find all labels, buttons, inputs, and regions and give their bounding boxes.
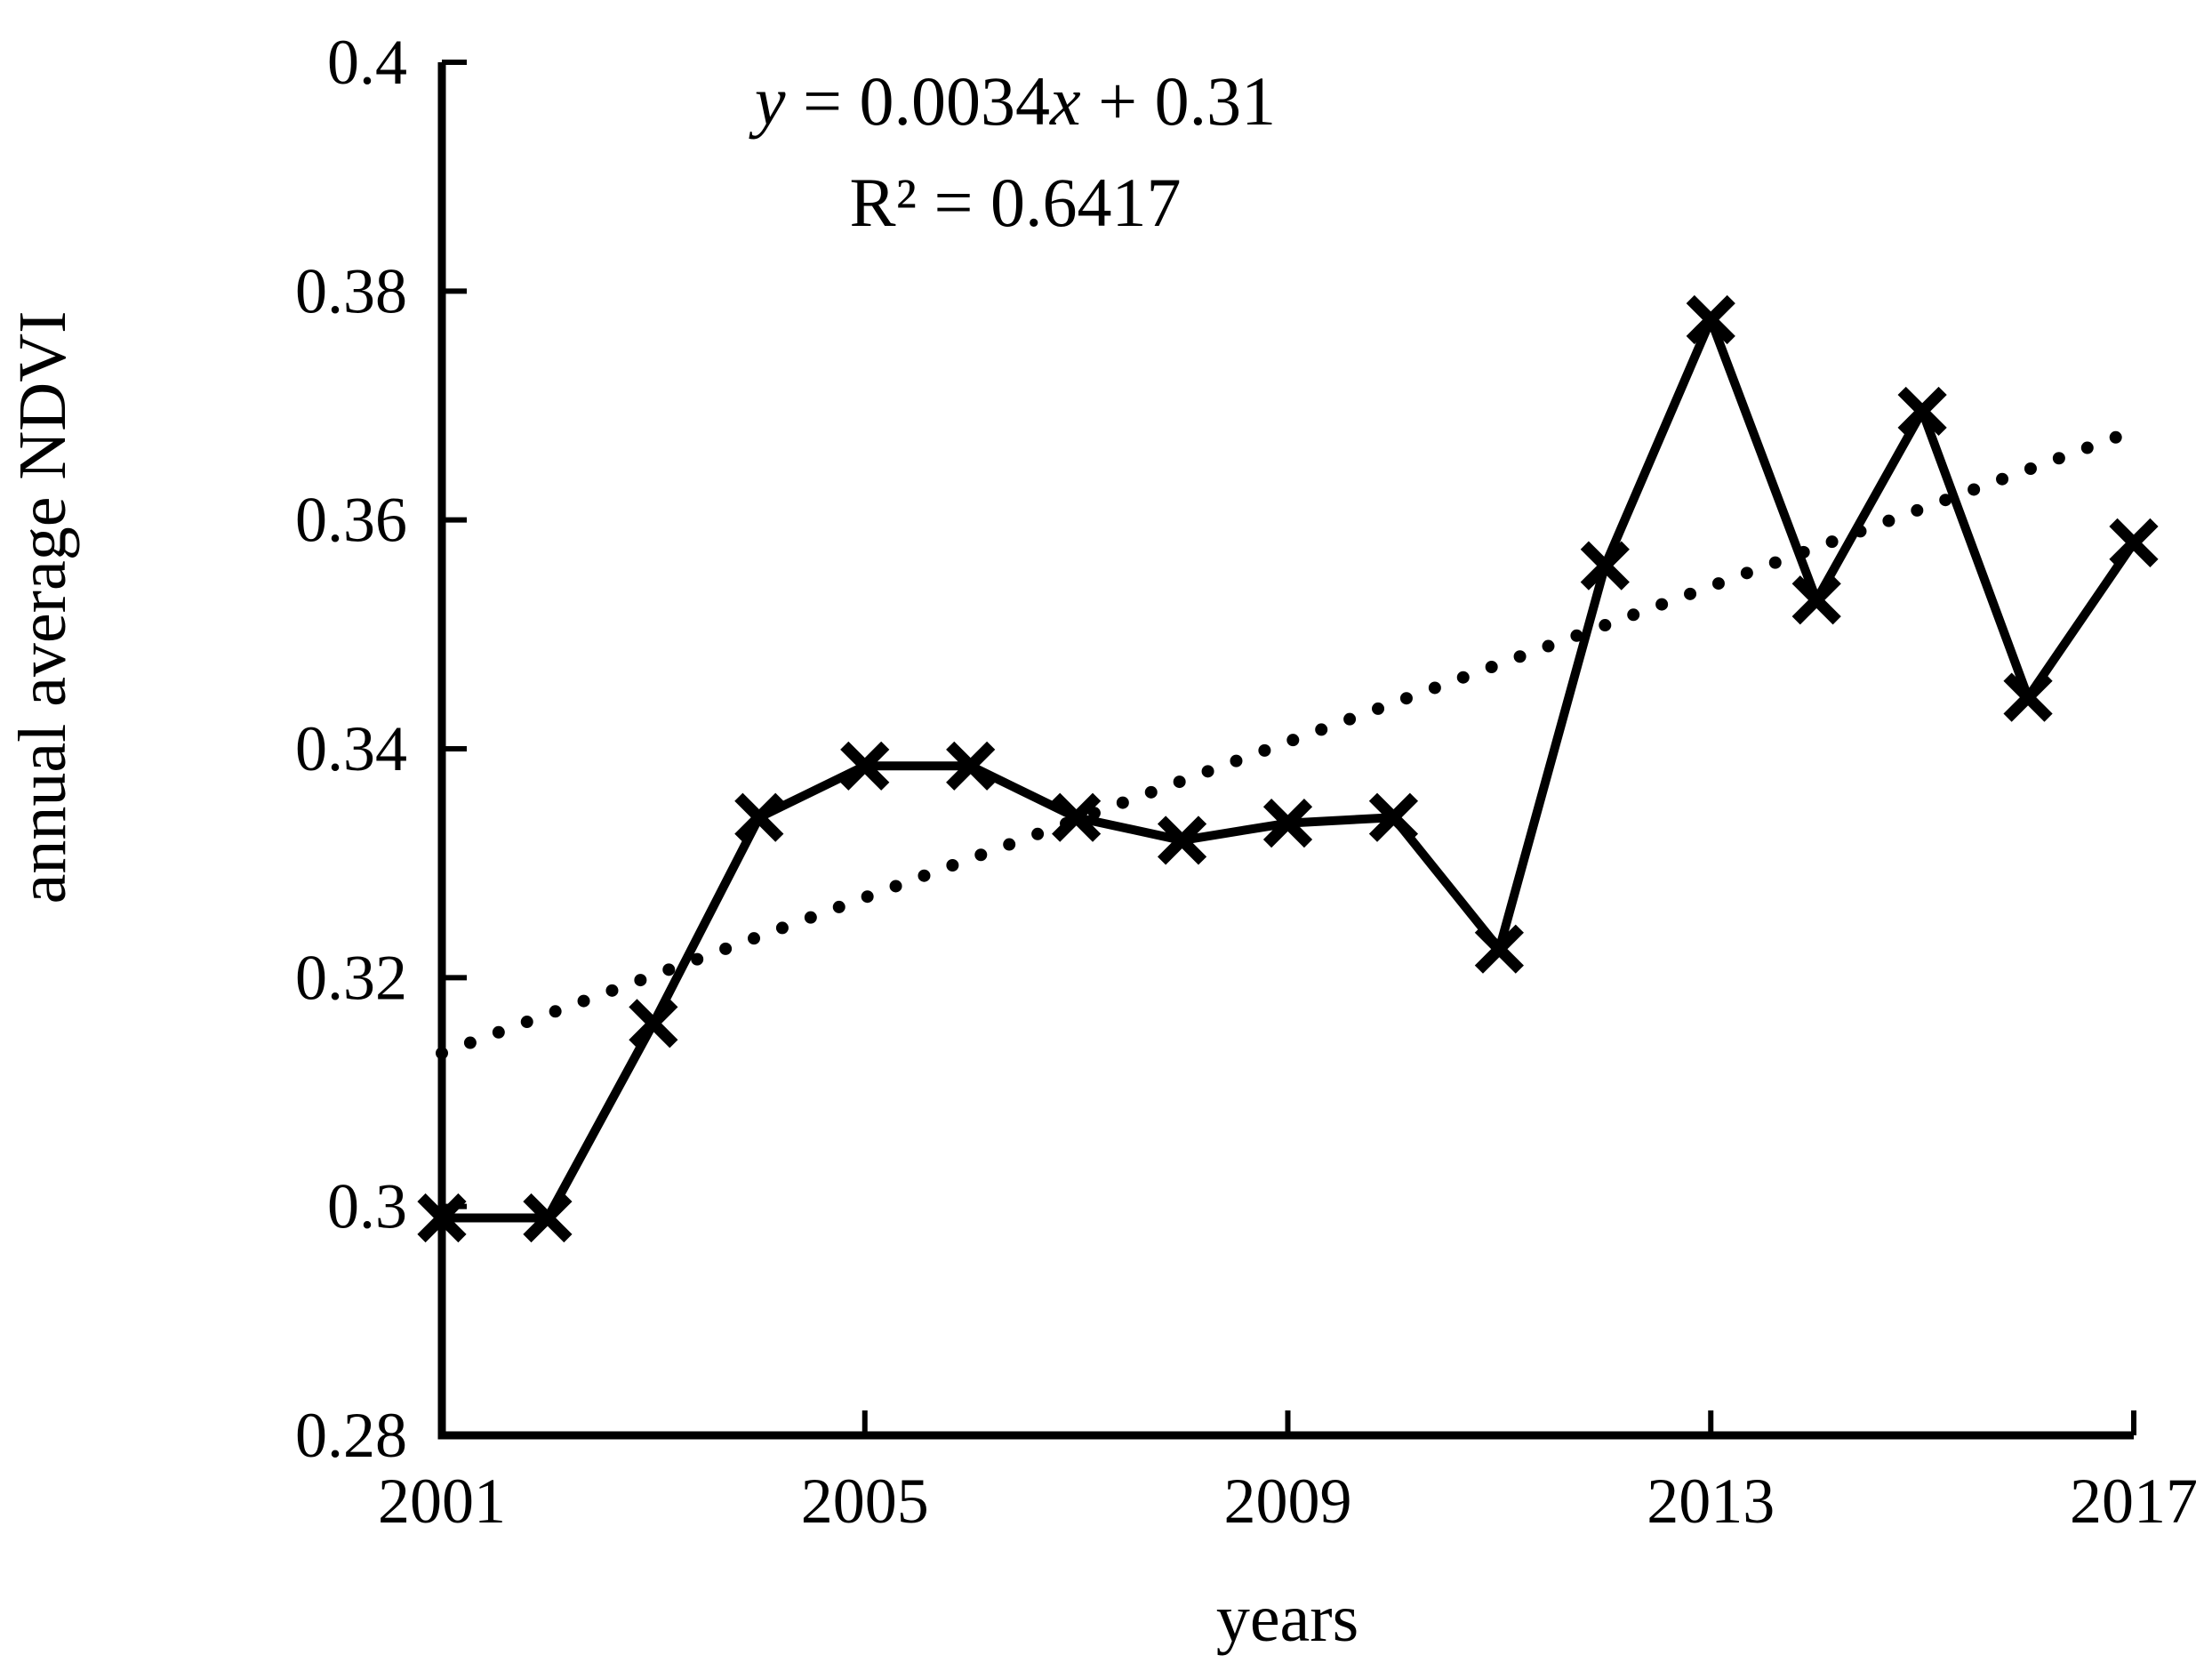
equation-slope: = 0.0034 (786, 62, 1051, 140)
data-point-marker-2003 (629, 999, 678, 1048)
axes-lines (437, 62, 2134, 1440)
data-point-marker-2002 (523, 1193, 573, 1243)
data-point-marker-2007 (1052, 792, 1102, 842)
y-tick-label-0.28: 0.28 (295, 1400, 407, 1471)
data-point-marker-2016 (2003, 672, 2053, 722)
x-axis-ticks (862, 1410, 2136, 1435)
data-markers-group (417, 294, 2159, 1243)
x-tick-label-2009: 2009 (1224, 1466, 1352, 1537)
data-point-marker-2017 (2109, 518, 2159, 567)
data-point-marker-2012 (1580, 541, 1630, 590)
data-point-marker-2005 (840, 741, 890, 791)
ndvi-series-line (442, 315, 2138, 1223)
x-axis-title: years (1216, 1581, 1358, 1656)
data-point-marker-2010 (1368, 792, 1419, 842)
data-point-marker-2015 (1897, 386, 1947, 437)
r-squared-annotation: R² = 0.6417 (850, 164, 1182, 241)
x-tick-label-2001: 2001 (378, 1466, 506, 1537)
equation-intercept: + 0.31 (1081, 62, 1277, 140)
equation-y-variable: y (749, 62, 786, 140)
y-tick-label-0.32: 0.32 (295, 942, 407, 1013)
data-point-marker-2004 (734, 792, 784, 842)
y-tick-label-0.34: 0.34 (295, 713, 407, 784)
y-tick-label-0.3: 0.3 (327, 1171, 407, 1242)
data-point-marker-2008 (1157, 815, 1207, 865)
data-point-marker-2006 (946, 741, 996, 791)
x-axis-tick-labels: 2001 2005 2009 2013 2017 (378, 1466, 2198, 1537)
data-series-group (442, 315, 2138, 1223)
y-axis-tick-labels: 0.4 0.38 0.36 0.34 0.32 0.3 0.28 (295, 27, 407, 1471)
x-tick-label-2017: 2017 (2070, 1466, 2198, 1537)
data-point-marker-2009 (1262, 799, 1313, 848)
trend-line-group (436, 424, 2140, 1060)
x-tick-label-2005: 2005 (801, 1466, 929, 1537)
y-axis-title: annual average NDVI (5, 311, 80, 904)
data-point-marker-2001 (417, 1193, 467, 1243)
trend-line (436, 424, 2140, 1060)
y-tick-label-0.38: 0.38 (295, 255, 407, 326)
y-tick-label-0.36: 0.36 (295, 485, 407, 556)
equation-x-variable: x (1049, 62, 1081, 140)
data-point-marker-2014 (1791, 575, 1841, 625)
data-point-marker-2013 (1686, 294, 1735, 345)
y-tick-label-0.4: 0.4 (327, 27, 407, 98)
x-tick-label-2013: 2013 (1647, 1466, 1775, 1537)
data-point-marker-2011 (1474, 924, 1524, 974)
trendline-equation: y = 0.0034x + 0.31 (749, 62, 1276, 140)
